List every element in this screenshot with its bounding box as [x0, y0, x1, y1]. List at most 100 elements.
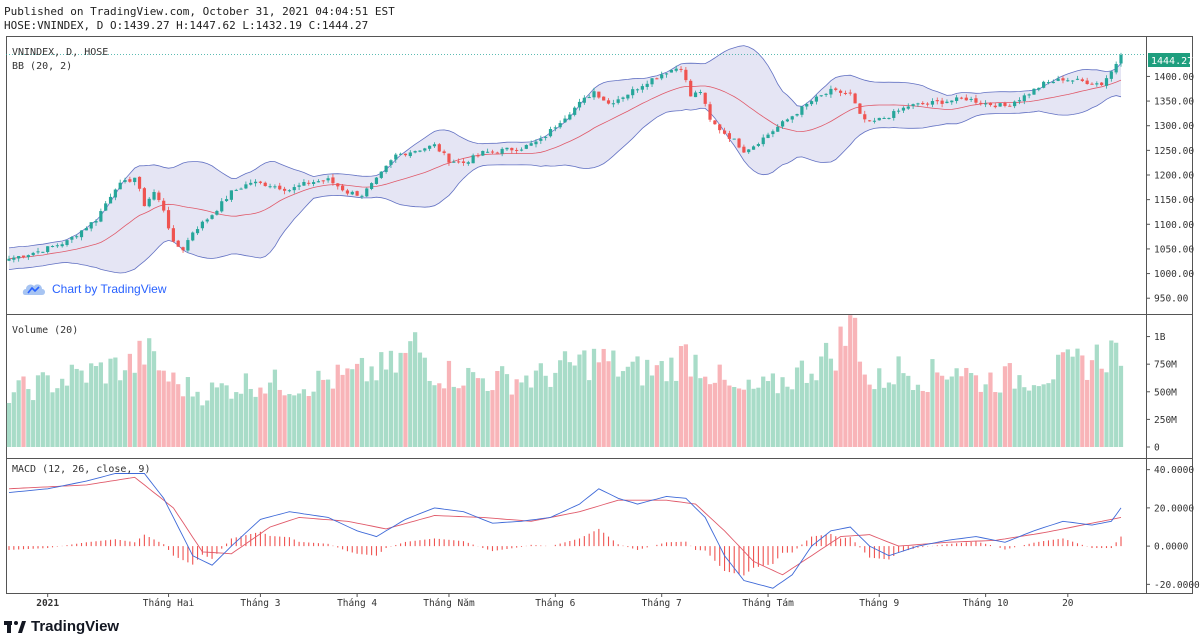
candle-body[interactable]: [955, 97, 959, 102]
candle-body[interactable]: [89, 222, 93, 229]
volume-bar[interactable]: [649, 375, 655, 447]
volume-bar[interactable]: [151, 351, 157, 447]
candle-body[interactable]: [887, 117, 891, 119]
volume-bar[interactable]: [756, 387, 761, 447]
volume-bar[interactable]: [891, 384, 896, 447]
candle-body[interactable]: [853, 93, 857, 104]
candle-body[interactable]: [79, 230, 84, 238]
volume-bar[interactable]: [881, 387, 887, 447]
volume-bar[interactable]: [480, 378, 485, 447]
candle-body[interactable]: [75, 236, 79, 238]
candle-body[interactable]: [46, 246, 50, 253]
candle-body[interactable]: [722, 130, 727, 134]
candle-body[interactable]: [360, 195, 364, 197]
candle-body[interactable]: [365, 188, 369, 197]
candle-body[interactable]: [268, 186, 272, 188]
candle-body[interactable]: [935, 100, 939, 102]
candle-body[interactable]: [307, 182, 311, 184]
candle-body[interactable]: [500, 148, 504, 154]
candle-body[interactable]: [394, 154, 398, 160]
candle-body[interactable]: [457, 161, 461, 163]
volume-bar[interactable]: [369, 366, 374, 447]
candle-body[interactable]: [916, 103, 920, 105]
volume-bar[interactable]: [678, 346, 684, 447]
volume-bar[interactable]: [558, 360, 563, 447]
volume-bar[interactable]: [214, 387, 220, 447]
candle-body[interactable]: [964, 97, 968, 101]
candle-body[interactable]: [316, 181, 321, 183]
volume-bar[interactable]: [1085, 379, 1090, 447]
volume-bar[interactable]: [983, 384, 988, 447]
volume-bar[interactable]: [74, 368, 79, 447]
volume-bar[interactable]: [596, 362, 601, 447]
macd-pane[interactable]: [8, 473, 1122, 589]
volume-bar[interactable]: [707, 384, 713, 447]
candle-body[interactable]: [142, 188, 146, 207]
candle-body[interactable]: [423, 148, 427, 151]
candle-body[interactable]: [471, 155, 475, 164]
candle-body[interactable]: [650, 78, 654, 85]
volume-bar[interactable]: [132, 372, 137, 447]
volume-bar[interactable]: [79, 370, 84, 447]
candle-body[interactable]: [55, 245, 59, 247]
volume-bar[interactable]: [98, 362, 103, 447]
volume-bar[interactable]: [55, 388, 60, 447]
candle-body[interactable]: [60, 244, 64, 247]
volume-bar[interactable]: [500, 366, 505, 447]
candle-body[interactable]: [674, 68, 678, 71]
volume-bar[interactable]: [509, 394, 514, 447]
volume-bar[interactable]: [180, 396, 186, 447]
candle-body[interactable]: [1109, 71, 1113, 79]
volume-bar[interactable]: [969, 373, 974, 447]
volume-bar[interactable]: [1065, 349, 1070, 447]
candle-body[interactable]: [664, 73, 669, 75]
volume-bar[interactable]: [654, 365, 659, 447]
candle-body[interactable]: [171, 228, 175, 242]
candle-body[interactable]: [321, 180, 325, 182]
volume-bar[interactable]: [118, 380, 123, 447]
volume-bar[interactable]: [234, 392, 239, 447]
candle-body[interactable]: [626, 94, 630, 99]
candle-body[interactable]: [1090, 83, 1094, 85]
volume-bar[interactable]: [432, 385, 437, 447]
candle-body[interactable]: [65, 240, 69, 245]
volume-bar[interactable]: [620, 371, 626, 447]
candle-body[interactable]: [727, 133, 731, 139]
candle-body[interactable]: [263, 182, 267, 187]
candle-body[interactable]: [195, 229, 200, 234]
volume-bar[interactable]: [1051, 379, 1056, 447]
volume-bar[interactable]: [388, 350, 394, 447]
volume-bar[interactable]: [364, 381, 369, 447]
candle-body[interactable]: [408, 152, 412, 157]
candle-body[interactable]: [1075, 78, 1080, 80]
volume-bar[interactable]: [292, 395, 297, 447]
candle-body[interactable]: [1032, 88, 1036, 95]
volume-bar[interactable]: [683, 344, 688, 447]
volume-bar[interactable]: [611, 350, 616, 447]
volume-bar[interactable]: [277, 389, 282, 447]
candle-body[interactable]: [606, 100, 611, 104]
candle-body[interactable]: [597, 91, 601, 98]
candle-body[interactable]: [162, 200, 166, 211]
volume-bar[interactable]: [954, 368, 959, 447]
volume-bar[interactable]: [354, 363, 360, 447]
candle-body[interactable]: [669, 69, 673, 73]
candle-body[interactable]: [1066, 80, 1070, 82]
candle-body[interactable]: [747, 149, 751, 153]
volume-bar[interactable]: [664, 381, 669, 447]
volume-bar[interactable]: [1046, 383, 1051, 447]
candle-body[interactable]: [901, 107, 906, 111]
candle-body[interactable]: [819, 95, 823, 97]
candle-body[interactable]: [684, 69, 688, 81]
candle-body[interactable]: [515, 149, 519, 151]
volume-bar[interactable]: [296, 393, 302, 447]
volume-bar[interactable]: [1007, 363, 1012, 447]
volume-bar[interactable]: [238, 393, 244, 447]
volume-bar[interactable]: [398, 352, 403, 447]
candle-body[interactable]: [12, 257, 16, 260]
volume-bar[interactable]: [993, 392, 998, 447]
volume-bar[interactable]: [325, 379, 331, 447]
volume-bar[interactable]: [601, 348, 606, 447]
candle-body[interactable]: [568, 114, 572, 120]
volume-bar[interactable]: [533, 370, 539, 447]
